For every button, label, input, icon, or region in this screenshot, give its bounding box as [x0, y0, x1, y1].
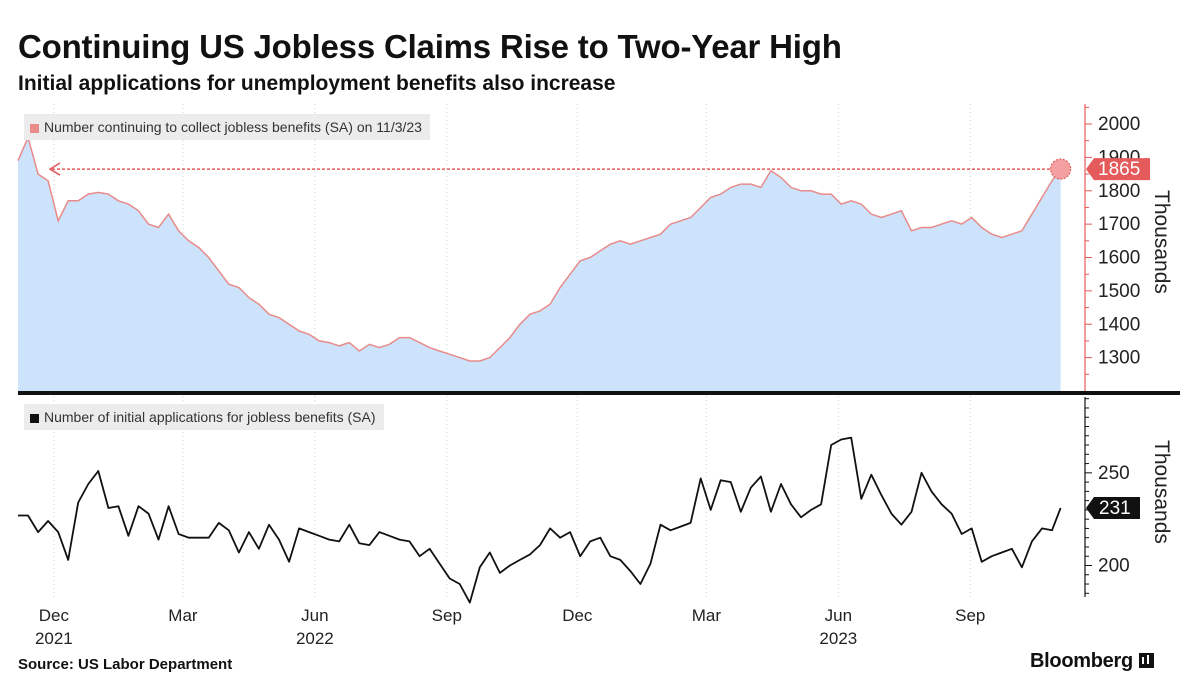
legend-continuing-claims: Number continuing to collect jobless ben…: [24, 114, 430, 140]
last-value-tag-bg-bottom: [1086, 497, 1140, 520]
legend-initial-claims: Number of initial applications for joble…: [24, 404, 384, 430]
source-note: Source: US Labor Department: [18, 656, 233, 673]
continuing-claims-area: [18, 137, 1061, 391]
legend-label-initial: Number of initial applications for joble…: [44, 409, 376, 425]
x-tick-year-label: 2022: [296, 629, 334, 648]
legend-swatch-continuing: [30, 123, 39, 133]
y-tick-label-bottom: 200: [1098, 555, 1130, 576]
continuing-claims-line: [17, 135, 1062, 362]
chart-title: Continuing US Jobless Claims Rise to Two…: [18, 28, 842, 65]
x-tick-label: Dec: [39, 606, 70, 625]
x-tick-label: Jun: [301, 606, 328, 625]
y-tick-label-bottom: 250: [1098, 463, 1130, 484]
x-tick-label: Sep: [955, 606, 985, 625]
chart-subtitle: Initial applications for unemployment be…: [18, 72, 616, 95]
x-tick-label: Sep: [432, 606, 462, 625]
y-tick-label-top: 1300: [1098, 348, 1140, 369]
y-tick-label-top: 1400: [1098, 314, 1140, 335]
y-axis-unit-bottom: Thousands: [1150, 440, 1173, 544]
x-tick-label: Mar: [692, 606, 722, 625]
last-value-tag-top: 1865: [1086, 158, 1150, 181]
brand-logo: Bloomberg: [1030, 650, 1154, 673]
y-tick-label-top: 2000: [1098, 114, 1140, 135]
x-tick-year-label: 2021: [35, 629, 73, 648]
y-tick-label-top: 1600: [1098, 248, 1140, 269]
y-tick-label-top: 1500: [1098, 281, 1140, 302]
y-tick-label-top: 1700: [1098, 214, 1140, 235]
y-axis-unit-top: Thousands: [1150, 190, 1173, 294]
legend-swatch-initial: [30, 413, 39, 423]
last-value-tag-bg-top: [1086, 158, 1150, 181]
last-value-tag-bottom: 231: [1086, 497, 1140, 520]
y-tick-label-top: 1800: [1098, 181, 1140, 202]
panel-divider: [18, 391, 1180, 395]
bloomberg-icon: [1138, 653, 1154, 668]
initial-claims-line: [18, 436, 1062, 604]
last-value-label-bottom: 231: [1099, 498, 1131, 519]
last-value-label-top: 1865: [1098, 159, 1140, 180]
x-tick-label: Mar: [168, 606, 198, 625]
highlight-dot: [1050, 158, 1072, 180]
brand-name: Bloomberg: [1030, 650, 1133, 672]
x-tick-label: Jun: [825, 606, 852, 625]
reference-arrow-head: [48, 162, 61, 176]
x-tick-label: Dec: [562, 606, 593, 625]
x-tick-year-label: 2023: [819, 629, 857, 648]
legend-label-continuing: Number continuing to collect jobless ben…: [44, 119, 422, 135]
